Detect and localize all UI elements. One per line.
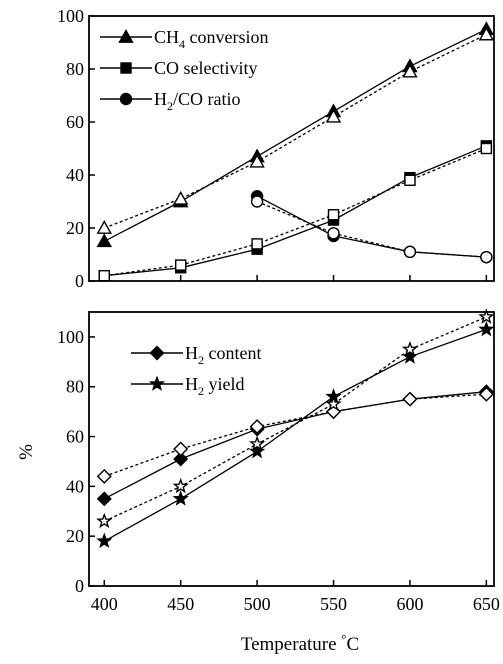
top-series-1-line xyxy=(104,33,487,229)
bottom-series-3-point xyxy=(325,395,342,412)
top-series-3-point xyxy=(251,238,263,250)
top-series-3-point xyxy=(480,142,493,155)
top-series-5-line xyxy=(256,200,487,258)
top-series-5-point xyxy=(327,227,340,240)
top-y-tick-label: 80 xyxy=(66,59,84,79)
bottom-series-2-point xyxy=(478,320,495,337)
top-series-3-point xyxy=(98,270,110,282)
bottom-x-tick-label: 500 xyxy=(244,594,271,614)
bottom-series-3-point xyxy=(172,477,189,494)
top-series-2-line xyxy=(104,145,487,277)
x-axis-title: Temperature °C xyxy=(241,631,359,655)
top-series-0-point xyxy=(96,233,112,248)
top-series-0-line xyxy=(103,28,487,242)
top-series-1-point xyxy=(96,220,112,234)
bottom-series-group xyxy=(96,308,495,549)
top-series-1-point xyxy=(325,108,342,123)
top-series-1-point xyxy=(173,190,189,205)
top-y-axis-ticks: 0 20 40 60 80 100 xyxy=(57,6,488,291)
bottom-series-1-point xyxy=(249,419,265,435)
top-series-5-point xyxy=(403,245,417,259)
bottom-x-tick-label: 550 xyxy=(320,594,347,614)
bottom-x-tick-label: 600 xyxy=(396,594,423,614)
bottom-series-3-point xyxy=(478,308,495,324)
bottom-series-3-point xyxy=(248,435,266,451)
y-axis-title: % xyxy=(16,444,37,460)
bottom-series-1-point xyxy=(96,468,112,484)
top-legend-marker xyxy=(119,92,133,106)
bottom-axis-ticks: 0 20 40 60 80 100 400 450 500 550 600 650 xyxy=(57,327,500,614)
bottom-series-2-line xyxy=(103,328,487,542)
bottom-series-0-point xyxy=(173,451,189,467)
top-y-tick-label: 60 xyxy=(66,112,84,132)
top-series-3-point xyxy=(327,209,340,221)
top-series-1-point xyxy=(478,26,495,41)
top-series-3-point xyxy=(174,259,187,271)
bottom-x-tick-label: 450 xyxy=(167,594,194,614)
bottom-series-2-point xyxy=(401,348,419,364)
bottom-series-2-point xyxy=(248,442,266,459)
top-legend: CH4 conversion CO selectivity H2/CO ratio xyxy=(100,27,269,113)
bottom-legend: H2 content H2 yield xyxy=(131,343,261,398)
top-legend-marker xyxy=(120,62,132,74)
top-legend-label: H2/CO ratio xyxy=(154,89,241,113)
svg-text:Temperature °C: Temperature °C xyxy=(241,631,359,655)
bottom-panel-frame xyxy=(88,311,495,587)
bottom-y-tick-label: 60 xyxy=(66,427,84,447)
bottom-series-1-point xyxy=(173,441,189,457)
top-series-5-point xyxy=(250,195,264,208)
top-series-3-point xyxy=(404,174,416,187)
bottom-legend-label: H2 yield xyxy=(185,374,245,398)
top-series-3-line xyxy=(104,147,487,277)
top-panel-frame xyxy=(88,15,495,282)
top-series-1-point xyxy=(249,153,265,168)
bottom-legend-marker xyxy=(149,345,165,361)
top-legend-label: CH4 conversion xyxy=(154,27,269,51)
bottom-y-tick-label: 20 xyxy=(66,526,84,546)
bottom-series-1-line xyxy=(104,393,487,478)
bottom-x-tick-label: 400 xyxy=(91,594,118,614)
bottom-series-2-point xyxy=(172,490,189,506)
top-series-5-point xyxy=(480,250,493,264)
top-legend-label: CO selectivity xyxy=(154,58,257,78)
bottom-series-0-line xyxy=(103,391,487,500)
bottom-y-tick-label: 40 xyxy=(66,476,84,496)
bottom-series-3-line xyxy=(104,316,487,522)
bottom-x-tick-label: 650 xyxy=(473,594,500,614)
bottom-series-1-point xyxy=(478,386,494,402)
bottom-series-2-point xyxy=(96,532,113,549)
top-y-tick-label: 100 xyxy=(57,6,84,26)
top-legend-marker xyxy=(118,29,134,43)
bottom-y-tick-label: 80 xyxy=(66,377,84,397)
bottom-series-3-point xyxy=(401,340,419,357)
top-series-4-line xyxy=(256,195,487,258)
top-y-tick-label: 40 xyxy=(66,165,84,185)
bottom-series-3-point xyxy=(96,512,113,529)
top-series-1-point xyxy=(402,63,418,78)
bottom-y-tick-label: 0 xyxy=(75,576,84,596)
bottom-series-0-point xyxy=(96,491,112,507)
bottom-legend-marker xyxy=(148,375,166,391)
top-series-group xyxy=(96,21,495,282)
top-y-tick-label: 20 xyxy=(66,218,84,238)
top-y-tick-label: 0 xyxy=(75,271,84,291)
bottom-series-1-point xyxy=(402,391,418,407)
bottom-y-tick-label: 100 xyxy=(57,327,84,347)
bottom-legend-label: H2 content xyxy=(185,343,261,367)
